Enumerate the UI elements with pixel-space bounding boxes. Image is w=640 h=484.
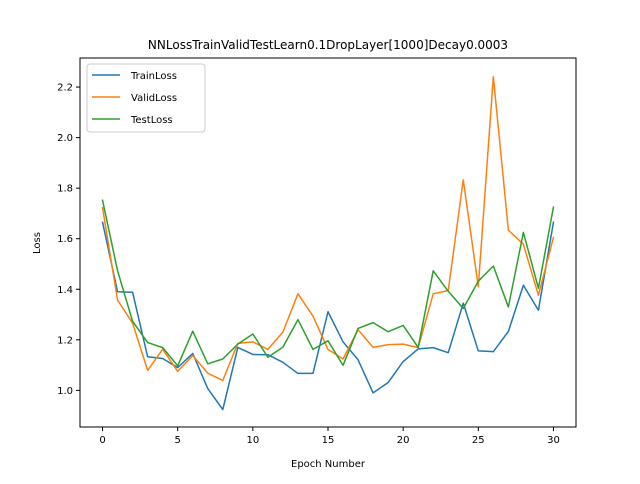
x-axis-label: Epoch Number [291,459,366,470]
series-lines [101,75,555,411]
y-tick-label: 1.2 [57,335,73,346]
x-tick-label: 5 [175,435,181,446]
x-axis-ticks: 0 5 10 15 20 25 30 [99,427,560,446]
x-tick-label: 15 [322,435,335,446]
x-tick-label: 25 [472,435,485,446]
legend-label: ValidLoss [131,93,177,104]
chart-title: NNLossTrainValidTestLearn0.1DropLayer[10… [148,38,508,52]
legend-box [86,63,206,133]
y-axis-label: Loss [32,232,43,254]
series-line-trainloss [101,221,555,411]
legend-label: TrainLoss [130,71,177,82]
y-tick-label: 1.8 [57,184,73,195]
series-line-testloss [101,199,555,367]
legend-label: TestLoss [130,115,173,126]
x-tick-label: 10 [246,435,259,446]
series-line-validloss [101,75,555,382]
y-tick-label: 2.2 [57,83,73,94]
legend: TrainLoss ValidLoss TestLoss [86,63,206,133]
x-tick-label: 0 [99,435,105,446]
y-tick-label: 1.6 [57,234,73,245]
y-axis-ticks: 1.0 1.2 1.4 1.6 1.8 2.0 2.2 [57,83,80,397]
x-tick-label: 30 [547,435,560,446]
y-tick-label: 1.4 [57,285,73,296]
y-tick-label: 1.0 [57,386,73,397]
x-tick-label: 20 [397,435,410,446]
y-tick-label: 2.0 [57,133,73,144]
